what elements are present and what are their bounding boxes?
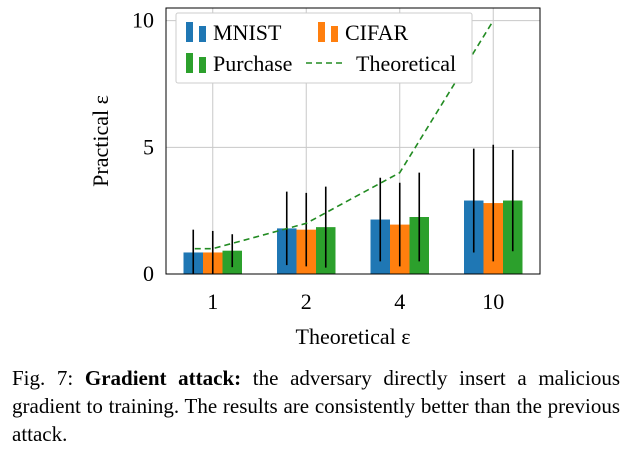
- plot-frame: [165, 7, 541, 275]
- y-tick-labels: 0 5 10: [132, 8, 154, 286]
- legend-swatch: [199, 26, 206, 42]
- chart: 0 5 10 1 2 4 10 Practical ε Theoretical ε MNI…: [88, 7, 541, 349]
- x-tick-labels: 1 2 4 10: [207, 289, 504, 314]
- x-tick-label: 1: [207, 289, 218, 314]
- legend-item-theoretical: Theoretical: [306, 51, 456, 76]
- theoretical-line: [194, 20, 494, 250]
- legend-item-purchase: Purchase: [186, 51, 292, 76]
- bars: [183, 200, 523, 274]
- legend-box: [175, 12, 473, 84]
- legend-swatch: [331, 26, 338, 42]
- legend-swatch: [186, 53, 193, 73]
- y-tick-label: 10: [132, 8, 154, 33]
- legend-label: Purchase: [213, 51, 292, 76]
- legend-item-cifar: CIFAR: [318, 20, 408, 45]
- legend-label: CIFAR: [345, 20, 408, 45]
- figure-caption: Fig. 7: Gradient attack: the adversary d…: [12, 364, 620, 448]
- caption-text: the adversary directly insert a maliciou…: [12, 366, 620, 446]
- x-axis-label: Theoretical ε: [296, 324, 411, 349]
- y-axis-label: Practical ε: [88, 95, 113, 187]
- legend-swatch: [186, 22, 193, 42]
- caption-prefix: Fig. 7:: [12, 366, 85, 390]
- legend-item-mnist: MNIST: [186, 20, 282, 45]
- y-tick-label: 5: [143, 134, 154, 159]
- legend-label: MNIST: [213, 20, 282, 45]
- x-tick-label: 2: [301, 289, 312, 314]
- caption-bold: Gradient attack:: [84, 366, 242, 390]
- x-tick-label: 10: [482, 289, 504, 314]
- x-tick-label: 4: [394, 289, 405, 314]
- legend: MNIST CIFAR Purchase Theoretical: [175, 12, 473, 84]
- legend-label: Theoretical: [356, 51, 456, 76]
- legend-swatch: [199, 57, 206, 73]
- error-bars: [192, 144, 514, 274]
- legend-swatch: [318, 22, 325, 42]
- y-tick-label: 0: [143, 261, 154, 286]
